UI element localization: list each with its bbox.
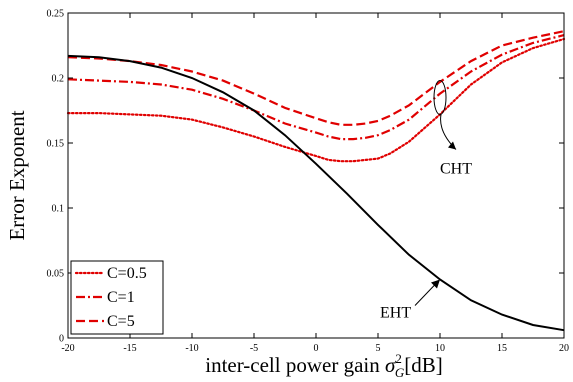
legend: C=0.5 C=1 C=5 <box>70 260 164 335</box>
series-line-eht <box>67 54 565 332</box>
x-axis-title-sup: 2 <box>395 351 402 366</box>
x-axis-title-sigma: σ <box>385 353 397 377</box>
x-tick-label: -15 <box>123 343 136 354</box>
series-layer <box>66 30 566 332</box>
y-tick-label: 0 <box>59 334 64 345</box>
y-tick-label: 0.25 <box>47 9 65 20</box>
x-tick-label: 5 <box>376 343 381 354</box>
legend-label-c5: C=5 <box>107 313 135 330</box>
annotation-cht: CHT <box>433 80 472 178</box>
y-axis-title: Error Exponent <box>5 110 29 240</box>
series-line-c5 <box>67 30 565 126</box>
cht-label: CHT <box>440 161 472 178</box>
tick-layer: -20 -15 -10 -5 0 5 10 15 20 0 0.05 0.1 0.15 0.2 0.25 <box>47 9 570 355</box>
legend-label-c1: C=1 <box>107 289 135 306</box>
x-axis-title-unit: [dB] <box>404 353 443 377</box>
x-axis-title-sub: G <box>395 365 405 380</box>
y-tick-label: 0.2 <box>52 74 65 85</box>
eht-arrowhead <box>431 279 440 289</box>
annotation-eht: EHT <box>380 279 440 322</box>
x-tick-label: 10 <box>435 343 445 354</box>
x-axis-title-main: inter-cell power gain <box>205 353 385 377</box>
x-tick-label: -5 <box>250 343 258 354</box>
eht-label: EHT <box>380 305 411 322</box>
legend-label-c05: C=0.5 <box>107 265 147 282</box>
x-tick-label: 0 <box>314 343 319 354</box>
eht-arrow <box>414 282 438 306</box>
x-tick-label: 15 <box>497 343 507 354</box>
x-tick-label: -10 <box>185 343 198 354</box>
y-tick-label: 0.1 <box>52 204 65 215</box>
cht-arrowhead <box>448 141 456 150</box>
x-axis-title: inter-cell power gain σ2 G[dB] <box>205 351 443 380</box>
x-tick-label: 20 <box>559 343 569 354</box>
y-tick-label: 0.15 <box>47 139 65 150</box>
y-tick-label: 0.05 <box>47 269 65 280</box>
x-tick-label: -20 <box>61 343 74 354</box>
series-line-c05 <box>66 37 566 163</box>
series-line-c1 <box>67 34 565 141</box>
cht-ellipse <box>433 80 447 115</box>
